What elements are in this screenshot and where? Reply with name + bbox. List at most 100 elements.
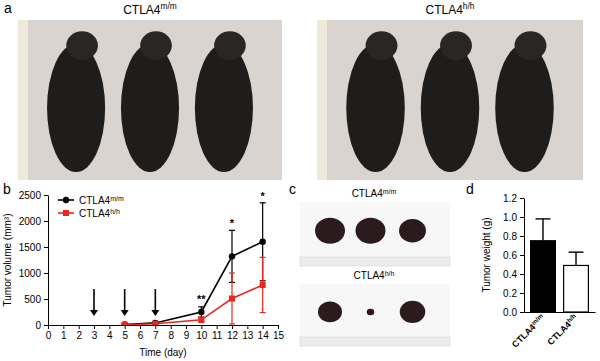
error-cap bbox=[198, 306, 204, 307]
photo bbox=[300, 202, 450, 266]
tick: 15 bbox=[273, 325, 285, 341]
mouse-head bbox=[440, 31, 472, 60]
tick: 13 bbox=[242, 325, 254, 341]
tick-label: 0 bbox=[35, 320, 41, 331]
tick-label: 0 bbox=[46, 330, 52, 341]
tumor bbox=[367, 309, 375, 316]
tick-mark bbox=[520, 198, 524, 199]
bar bbox=[531, 241, 556, 312]
tick-label: 2500 bbox=[19, 190, 42, 201]
tick: 10 bbox=[196, 325, 208, 341]
marker bbox=[259, 239, 265, 245]
text-part: h/h bbox=[385, 270, 395, 277]
error-cap bbox=[260, 257, 266, 258]
text-part: m/m bbox=[110, 194, 124, 201]
tick: 12 bbox=[227, 325, 239, 341]
error-cap bbox=[229, 272, 235, 273]
tick-label: 0.8 bbox=[503, 231, 517, 242]
tick: 9 bbox=[184, 325, 190, 341]
tick: 0 bbox=[46, 325, 52, 341]
photo-caption: CTLA4h/h bbox=[425, 1, 474, 17]
photo-background bbox=[18, 20, 282, 180]
text-part: CTLA4 bbox=[123, 3, 161, 17]
panel-label: b bbox=[3, 181, 11, 197]
figure: aCTLA4m/mCTLA4h/hcCTLA4m/mCTLA4h/hb01234… bbox=[0, 0, 600, 361]
text-part: h/h bbox=[110, 207, 120, 214]
marker bbox=[229, 253, 235, 259]
mouse bbox=[47, 44, 105, 172]
tick-label: 12 bbox=[227, 330, 239, 341]
tick-mark bbox=[201, 325, 202, 329]
tick: 1.0 bbox=[503, 212, 524, 223]
tick: 1 bbox=[61, 325, 67, 341]
marker bbox=[198, 317, 204, 323]
ruler bbox=[317, 20, 327, 180]
tick: 11 bbox=[212, 325, 223, 341]
tumor bbox=[315, 218, 345, 244]
mouse bbox=[421, 44, 480, 172]
tick-mark bbox=[125, 325, 126, 329]
annotation: * bbox=[230, 217, 235, 229]
tick: 0.4 bbox=[503, 269, 524, 280]
photo-caption: CTLA4m/m bbox=[352, 188, 397, 200]
tick-label: 1.0 bbox=[503, 212, 517, 223]
photo-background bbox=[300, 284, 450, 346]
tumor bbox=[399, 219, 426, 242]
tick-label: 0.6 bbox=[503, 250, 517, 261]
tick: 500 bbox=[24, 294, 48, 305]
photo-background bbox=[300, 202, 450, 266]
marker bbox=[198, 309, 204, 315]
error-cap bbox=[569, 251, 584, 252]
tick-label: 500 bbox=[24, 294, 41, 305]
photo-panel: aCTLA4m/mCTLA4h/h bbox=[4, 0, 583, 180]
error-bar bbox=[542, 219, 543, 241]
tick-label: 0.0 bbox=[503, 307, 517, 318]
photo bbox=[300, 284, 450, 346]
arrow bbox=[93, 289, 95, 311]
photo-panel: cCTLA4m/mCTLA4h/h bbox=[289, 181, 450, 346]
tick-label: 6 bbox=[138, 330, 144, 341]
marker bbox=[229, 295, 235, 301]
tick: 7 bbox=[153, 325, 159, 341]
chart: d0.00.20.40.60.81.01.2CTLA4m/mCTLA4h/hTu… bbox=[466, 181, 596, 350]
tick: 4 bbox=[107, 325, 113, 341]
arrow-head bbox=[121, 310, 129, 316]
tick: CTLA4h/h bbox=[544, 312, 579, 347]
error-bar bbox=[575, 252, 576, 265]
tick-label: 2000 bbox=[19, 216, 42, 227]
tick-label: CTLA4h/h bbox=[544, 312, 579, 347]
tick-mark bbox=[140, 325, 141, 329]
marker bbox=[260, 282, 266, 288]
tick-label: 0.2 bbox=[503, 288, 517, 299]
plot-area bbox=[531, 219, 589, 312]
tick-label: 1500 bbox=[19, 242, 42, 253]
ruler bbox=[18, 20, 28, 180]
marker bbox=[152, 321, 158, 325]
error-cap bbox=[229, 230, 235, 231]
photo-caption: CTLA4m/m bbox=[123, 1, 177, 17]
tick-label: 1 bbox=[61, 330, 67, 341]
tick-mark bbox=[217, 325, 218, 329]
tick-mark bbox=[186, 325, 187, 329]
tick-label: CTLA4m/m bbox=[509, 311, 547, 349]
series-line bbox=[125, 285, 263, 325]
tick: 0.8 bbox=[503, 231, 524, 242]
panel-label: c bbox=[289, 181, 296, 197]
tick-mark bbox=[520, 312, 524, 313]
text-part: h/h bbox=[463, 1, 475, 11]
tick-mark bbox=[63, 325, 64, 329]
ruler bbox=[300, 257, 450, 266]
tick: CTLA4m/m bbox=[509, 311, 547, 349]
mouse-head bbox=[140, 31, 172, 60]
tick: 1.2 bbox=[503, 193, 524, 204]
error-cap bbox=[536, 218, 551, 219]
tick-label: 7 bbox=[153, 330, 159, 341]
text-part: CTLA4 bbox=[425, 3, 463, 17]
tick-mark bbox=[109, 325, 110, 329]
tick: 2000 bbox=[19, 216, 48, 227]
tick-mark bbox=[232, 325, 233, 329]
error-cap bbox=[260, 312, 266, 313]
axis-line bbox=[525, 312, 596, 313]
tick-mark bbox=[44, 299, 48, 300]
tick-label: 11 bbox=[212, 330, 223, 341]
